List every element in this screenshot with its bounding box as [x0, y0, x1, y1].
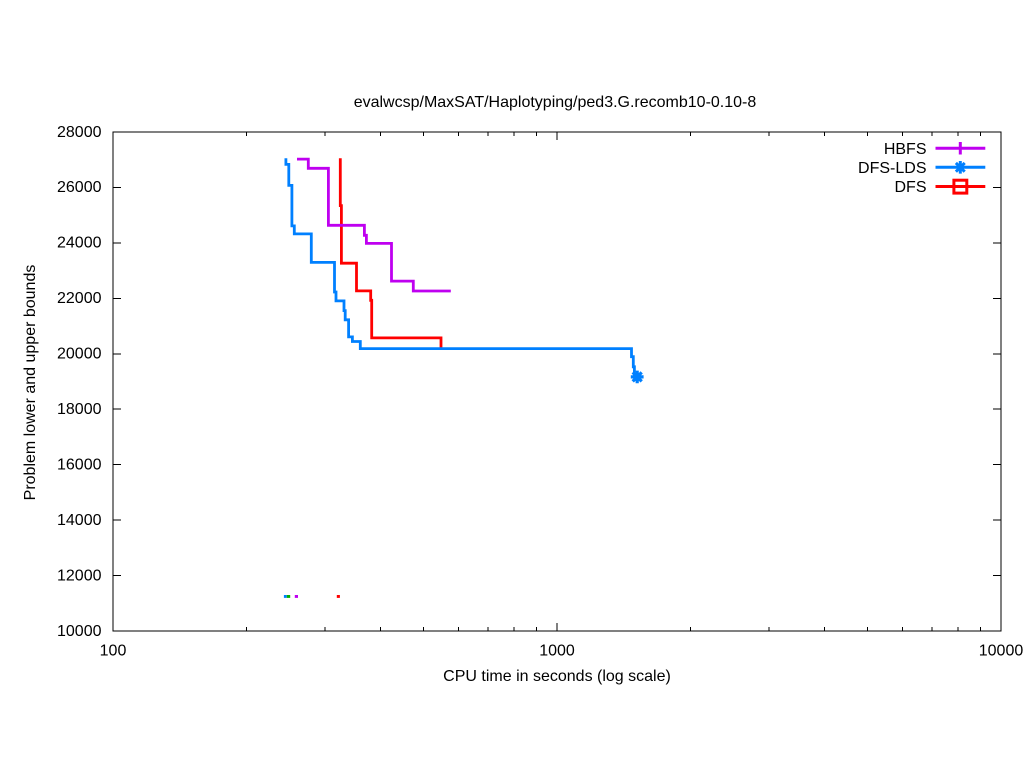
- svg-text:DFS-LDS: DFS-LDS: [858, 160, 926, 177]
- svg-text:Problem lower and upper bounds: Problem lower and upper bounds: [22, 265, 39, 501]
- svg-text:CPU time in seconds (log scale: CPU time in seconds (log scale): [443, 668, 671, 685]
- svg-text:28000: 28000: [57, 124, 102, 141]
- svg-text:20000: 20000: [57, 346, 102, 363]
- svg-text:14000: 14000: [57, 512, 102, 529]
- svg-text:1000: 1000: [539, 642, 575, 659]
- svg-text:10000: 10000: [57, 623, 102, 640]
- svg-text:DFS: DFS: [895, 179, 927, 196]
- svg-text:18000: 18000: [57, 401, 102, 418]
- svg-text:10000: 10000: [979, 642, 1024, 659]
- svg-text:26000: 26000: [57, 179, 102, 196]
- svg-text:24000: 24000: [57, 235, 102, 252]
- svg-text:16000: 16000: [57, 457, 102, 474]
- svg-text:HBFS: HBFS: [884, 141, 927, 158]
- svg-text:100: 100: [100, 642, 127, 659]
- svg-text:evalwcsp/MaxSAT/Haplotyping/pe: evalwcsp/MaxSAT/Haplotyping/ped3.G.recom…: [354, 94, 757, 111]
- svg-text:22000: 22000: [57, 290, 102, 307]
- svg-text:12000: 12000: [57, 567, 102, 584]
